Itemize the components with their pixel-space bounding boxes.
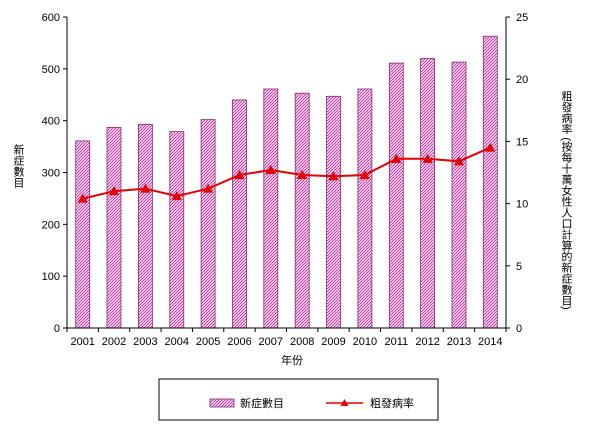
- line-marker: [234, 169, 245, 179]
- left-tick-label: 600: [42, 12, 60, 24]
- bar: [388, 62, 404, 329]
- line-marker: [77, 193, 88, 203]
- right-tick-label: 5: [516, 261, 522, 273]
- bar: [294, 92, 310, 329]
- bar: [326, 95, 341, 329]
- x-axis-title: 年份: [281, 353, 303, 367]
- x-tick-label: 2007: [259, 336, 283, 348]
- bar: [200, 119, 216, 329]
- line-marker: [140, 183, 151, 193]
- bar: [263, 88, 279, 329]
- right-tick-label: 15: [516, 136, 528, 148]
- legend: 新症數目 粗發病率: [158, 378, 439, 421]
- series-line: [82, 146, 491, 200]
- left-tick-label: 400: [42, 116, 60, 128]
- bar: [106, 127, 122, 329]
- line-marker: [203, 183, 214, 193]
- left-tick-label: 0: [54, 323, 60, 335]
- right-tick-label: 20: [516, 74, 528, 86]
- legend-line-label: 粗發病率: [370, 396, 414, 410]
- line-marker: [422, 153, 433, 163]
- left-tick-label: 300: [42, 168, 60, 180]
- left-tick-label: 200: [42, 219, 60, 231]
- line-marker: [265, 165, 276, 175]
- x-tick-label: 2004: [165, 336, 189, 348]
- legend-box: [158, 378, 439, 421]
- line-marker: [485, 142, 496, 152]
- right-tick-label: 0: [516, 323, 522, 335]
- x-tick-label: 2002: [102, 336, 126, 348]
- bar: [357, 88, 373, 329]
- line-marker: [297, 169, 308, 179]
- legend-bar-swatch: [209, 398, 235, 408]
- bar: [169, 131, 185, 329]
- x-tick-label: 2011: [384, 336, 408, 348]
- legend-line-marker: [340, 399, 349, 406]
- x-axis-ticks: 2001 2002 2003 2004 2005 2006 2007 2008 2009 2010…: [66, 328, 507, 348]
- bar: [451, 61, 467, 329]
- bar: [420, 58, 436, 329]
- line-marker: [391, 153, 402, 163]
- line-marker: [453, 156, 464, 166]
- legend-bar-label: 新症數目: [240, 396, 284, 410]
- x-tick-label: 2010: [353, 336, 377, 348]
- y2-axis-title: 粗發病率 (按每十萬女性人口計算的新症數目): [560, 90, 573, 310]
- line-marker: [328, 171, 339, 181]
- bar: [75, 140, 91, 329]
- y-axis-title: 新症數目: [12, 143, 25, 188]
- bar: [232, 99, 247, 329]
- x-tick-label: 2013: [447, 336, 471, 348]
- right-axis-ticks: 0 5 10 15 20 25: [506, 12, 528, 335]
- bar: [137, 123, 153, 329]
- x-tick-label: 2003: [133, 336, 157, 348]
- x-tick-label: 2001: [70, 336, 94, 348]
- bar-series: [75, 35, 498, 329]
- left-tick-label: 100: [42, 271, 60, 283]
- right-tick-label: 25: [516, 12, 528, 24]
- bar: [482, 35, 498, 329]
- right-tick-label: 10: [516, 199, 528, 211]
- line-marker: [109, 186, 120, 196]
- left-axis-ticks: 0 100 200 300 400 500 600: [42, 12, 67, 335]
- line-marker: [359, 169, 370, 179]
- line-marker: [171, 191, 182, 201]
- x-tick-label: 2005: [196, 336, 220, 348]
- x-tick-label: 2009: [321, 336, 345, 348]
- line-series: [77, 142, 496, 203]
- left-tick-label: 500: [42, 64, 60, 76]
- x-tick-label: 2012: [415, 336, 439, 348]
- x-tick-label: 2006: [227, 336, 251, 348]
- x-tick-label: 2014: [478, 336, 502, 348]
- x-tick-label: 2008: [290, 336, 314, 348]
